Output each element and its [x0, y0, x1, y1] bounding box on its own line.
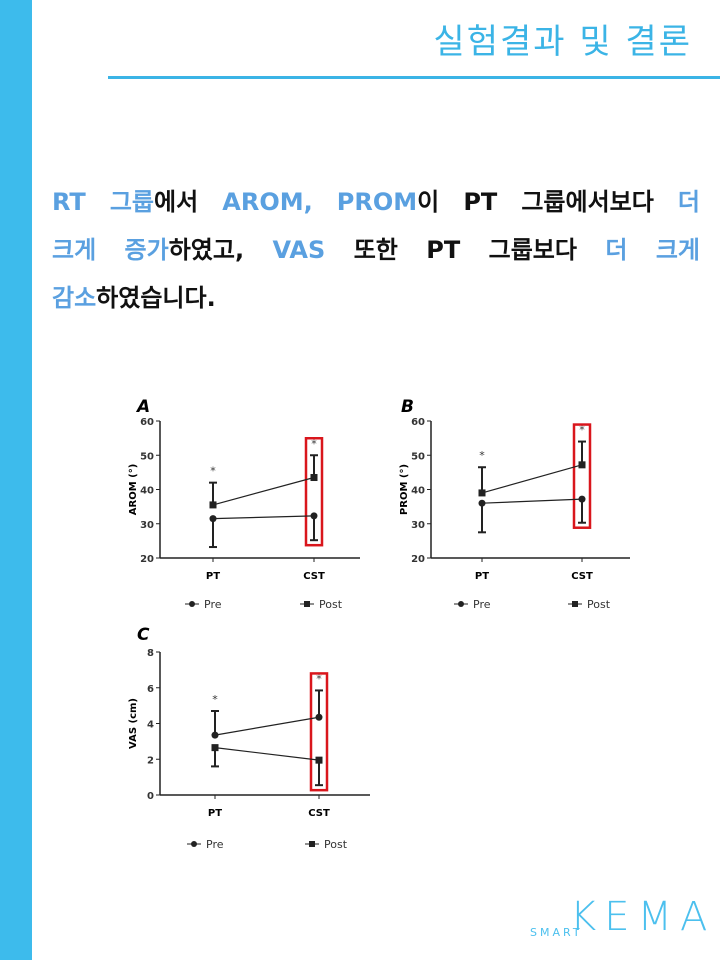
point-Pre — [209, 515, 217, 523]
significance-marker: * — [479, 449, 485, 462]
point-Post — [211, 744, 219, 752]
text: 하였습니다. — [96, 284, 216, 312]
sidebar-accent-bar — [0, 0, 32, 960]
x-tick-label: CST — [308, 808, 330, 819]
y-axis-label: AROM (°) — [128, 464, 139, 516]
text: 이 PT 그룹에서보다 — [417, 188, 678, 216]
highlight-text: AROM, PROM — [222, 188, 418, 216]
panel-label: C — [137, 625, 150, 645]
y-tick-label: 50 — [411, 451, 425, 462]
point-Post — [578, 461, 586, 469]
point-Post — [478, 489, 486, 497]
y-tick-label: 6 — [147, 684, 154, 695]
legend-marker — [309, 841, 315, 847]
point-Pre — [478, 499, 486, 507]
y-tick-label: 60 — [411, 417, 425, 428]
summary-line: RT 그룹에서 AROM, PROM이 PT 그룹에서보다 더 — [52, 178, 700, 226]
summary-text: RT 그룹에서 AROM, PROM이 PT 그룹에서보다 더 크게 증가하였고,… — [52, 178, 700, 322]
highlight-text: 더 크게 — [605, 236, 700, 264]
significance-marker: * — [212, 693, 218, 706]
legend-marker — [189, 601, 195, 607]
y-tick-label: 20 — [411, 554, 425, 565]
significance-marker: * — [210, 465, 216, 478]
y-tick-label: 30 — [411, 520, 425, 531]
point-Pre — [211, 731, 219, 739]
text: 하였고, — [168, 236, 273, 264]
summary-line: 감소하였습니다. — [52, 274, 700, 322]
series-line-Pre — [212, 515, 315, 520]
point-Pre — [310, 512, 318, 520]
y-tick-label: 0 — [147, 791, 154, 802]
highlight-text: RT 그룹 — [52, 188, 155, 216]
significance-marker: * — [311, 437, 317, 450]
series-line-Pre — [214, 716, 320, 736]
highlight-box — [309, 672, 329, 792]
legend-marker — [458, 601, 464, 607]
point-Post — [209, 501, 217, 509]
x-tick-label: PT — [206, 571, 220, 582]
legend-label: Post — [324, 838, 348, 851]
point-Pre — [578, 495, 586, 503]
point-Pre — [315, 713, 323, 721]
series-line-Post — [212, 476, 315, 506]
x-tick-label: PT — [208, 808, 222, 819]
highlight-text: 감소 — [52, 284, 97, 312]
y-tick-label: 8 — [147, 648, 154, 659]
legend-label: Pre — [204, 598, 222, 611]
x-tick-label: CST — [303, 571, 325, 582]
point-Post — [315, 756, 323, 764]
y-tick-label: 40 — [411, 486, 425, 497]
highlight-box — [572, 423, 592, 529]
y-axis-label: VAS (cm) — [128, 698, 139, 749]
legend-marker — [572, 601, 578, 607]
chart-B: B 20 30 40 50 60 PROM (°) PT CST Pre Post * * — [399, 397, 630, 611]
legend-marker — [304, 601, 310, 607]
y-tick-label: 4 — [147, 720, 154, 731]
logo-small-text: SMART — [530, 926, 583, 939]
panel-label: B — [401, 397, 414, 417]
y-tick-label: 40 — [140, 486, 154, 497]
title-divider — [108, 76, 720, 79]
page-title: 실험결과 및 결론 — [433, 22, 692, 62]
y-tick-label: 50 — [140, 451, 154, 462]
legend-label: Post — [587, 598, 611, 611]
series-line-Pre — [481, 498, 583, 504]
significance-marker: * — [579, 424, 585, 437]
y-tick-label: 60 — [140, 417, 154, 428]
x-tick-label: PT — [475, 571, 489, 582]
y-tick-label: 30 — [140, 520, 154, 531]
text: 또한 PT 그룹보다 — [325, 236, 606, 264]
summary-line: 크게 증가하였고, VAS 또한 PT 그룹보다 더 크게 — [52, 226, 700, 274]
point-Post — [310, 474, 318, 482]
y-tick-label: 20 — [140, 554, 154, 565]
chart-A: A 20 30 40 50 60 AROM (°) PT CST Pre Post * * — [128, 397, 360, 611]
legend-label: Post — [319, 598, 343, 611]
legend-label: Pre — [473, 598, 491, 611]
chart-C: C 0 2 4 6 8 VAS (cm) PT CST Pre Post * * — [128, 625, 370, 851]
panel-label: A — [135, 397, 150, 417]
highlight-box — [304, 437, 324, 547]
highlight-text: 크게 증가 — [52, 236, 169, 264]
series-line-Post — [214, 747, 320, 761]
x-tick-label: CST — [571, 571, 593, 582]
y-tick-label: 2 — [147, 755, 154, 766]
text: 에서 — [154, 188, 223, 216]
significance-marker: * — [316, 672, 322, 685]
y-axis-label: PROM (°) — [399, 464, 410, 515]
logo-big-text: KEMA — [570, 894, 716, 940]
legend-label: Pre — [206, 838, 224, 851]
highlight-text: 더 — [677, 188, 701, 216]
highlight-text: VAS — [272, 236, 326, 264]
legend-marker — [191, 841, 197, 847]
series-line-Post — [481, 464, 583, 494]
